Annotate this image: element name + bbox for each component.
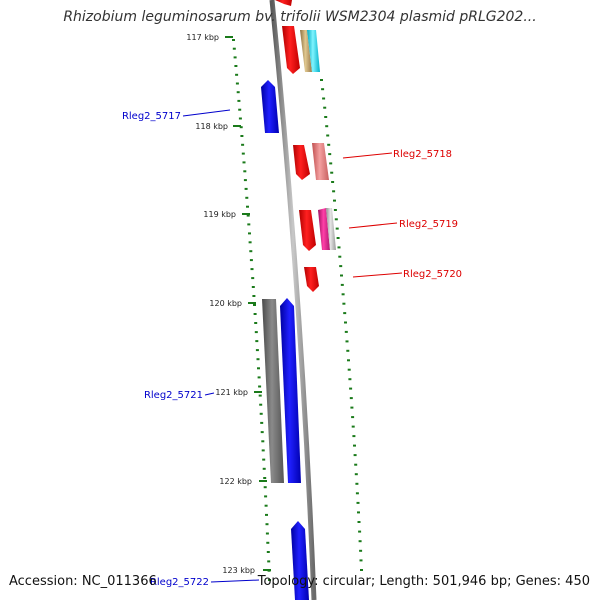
- leader-line: [210, 579, 260, 583]
- scale-tick-label: 121 kbp: [215, 388, 248, 397]
- label-leaders: [182, 109, 403, 583]
- scale-tick-label: 123 kbp: [222, 566, 255, 575]
- gene-feature[interactable]: [299, 210, 316, 251]
- scale-tick-label: 122 kbp: [219, 477, 252, 486]
- gene-feature[interactable]: [275, 0, 292, 6]
- scale-tick-labels: 117 kbp 118 kbp 119 kbp 120 kbp 121 kbp …: [186, 33, 255, 575]
- gene-feature[interactable]: [307, 30, 320, 72]
- leader-line: [182, 109, 231, 117]
- gene-feature[interactable]: [293, 145, 310, 180]
- scale-tick-label: 120 kbp: [209, 299, 242, 308]
- reverse-strand-genes: [261, 80, 309, 600]
- gene-label-rleg2-5721[interactable]: Rleg2_5721: [144, 390, 203, 401]
- gene-label-rleg2-5718[interactable]: Rleg2_5718: [393, 149, 452, 160]
- gene-labels: Rleg2_5717 Rleg2_5718 Rleg2_5719 Rleg2_5…: [122, 111, 462, 588]
- gene-feature[interactable]: [326, 208, 336, 250]
- gene-feature[interactable]: [282, 26, 300, 74]
- gene-feature[interactable]: [262, 299, 284, 483]
- scale-tick-label: 117 kbp: [186, 33, 219, 42]
- scale-tick-label: 118 kbp: [195, 122, 228, 131]
- gene-feature[interactable]: [300, 30, 312, 72]
- gene-feature[interactable]: [280, 298, 301, 483]
- gene-label-rleg2-5719[interactable]: Rleg2_5719: [399, 219, 458, 230]
- sequence-backbone: [269, 0, 317, 600]
- leader-line: [352, 272, 403, 278]
- gene-label-rleg2-5722[interactable]: Rleg2_5722: [150, 577, 209, 588]
- gene-feature[interactable]: [291, 521, 309, 600]
- leader-line: [342, 152, 393, 159]
- accession-text: Accession: NC_011366: [9, 574, 157, 589]
- gene-feature[interactable]: [304, 267, 319, 292]
- leader-line: [348, 222, 398, 229]
- scale-tick-label: 119 kbp: [203, 210, 236, 219]
- gene-feature[interactable]: [261, 80, 279, 133]
- gene-label-rleg2-5720[interactable]: Rleg2_5720: [403, 269, 462, 280]
- map-title: Rhizobium leguminosarum bv. trifolii WSM…: [63, 9, 537, 25]
- tick-dot-arcs: [232, 39, 363, 581]
- gene-label-rleg2-5717[interactable]: Rleg2_5717: [122, 111, 181, 122]
- gene-feature[interactable]: [312, 143, 329, 180]
- forward-strand-genes: [275, 0, 336, 292]
- topology-summary-text: Topology: circular; Length: 501,946 bp; …: [257, 574, 590, 589]
- scale-ticks: [225, 36, 271, 571]
- leader-line: [204, 392, 215, 396]
